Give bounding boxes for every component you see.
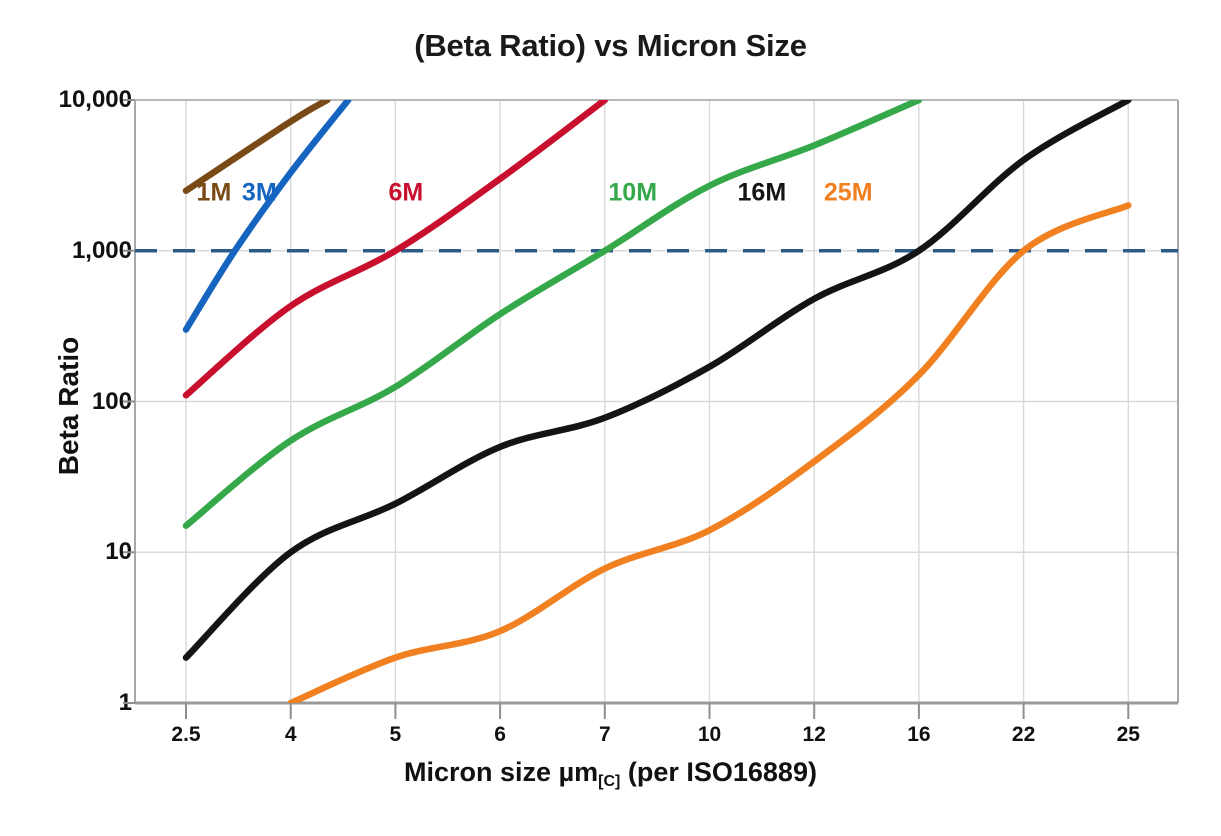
- y-axis-tick-10000: 10,000: [58, 86, 132, 113]
- series-label-25M: 25M: [823, 178, 873, 207]
- chart-title: (Beta Ratio) vs Micron Size: [414, 28, 807, 63]
- y-axis-tick-1000: 1,000: [71, 236, 132, 264]
- x-axis-title-suffix: (per ISO16889): [620, 757, 817, 787]
- x-axis-tick-7: 7: [598, 723, 611, 746]
- x-axis-title-prefix: Micron size µm: [404, 757, 599, 787]
- series-line-1M: [182, 100, 331, 195]
- series-label-3M: 3M: [241, 178, 277, 207]
- x-axis-tick-25: 25: [1116, 723, 1140, 746]
- y-axis-tick-labels: 1 10 100 1,000 10,000: [0, 0, 132, 836]
- x-axis-tick-16: 16: [907, 723, 931, 746]
- x-axis-tick-5: 5: [389, 723, 402, 746]
- x-axis-tick-12: 12: [802, 723, 826, 746]
- series-line-10M: [182, 100, 923, 529]
- series-label-16M: 16M: [737, 178, 787, 207]
- series-line-6M: [182, 100, 609, 399]
- series-label-6M: 6M: [388, 178, 424, 207]
- x-axis-tick-10: 10: [697, 723, 722, 746]
- x-axis-title: Micron size µm[C] (per ISO16889): [0, 757, 1221, 791]
- x-axis-tick-2.5: 2.5: [171, 723, 201, 746]
- x-axis-tick-4: 4: [284, 723, 297, 746]
- series-label-1M: 1M: [196, 178, 232, 207]
- series-line-25M: [287, 202, 1132, 703]
- series-line-16M: [182, 100, 1132, 661]
- x-axis-title-subscript: [C]: [598, 773, 621, 790]
- x-axis-tick-6: 6: [494, 723, 506, 746]
- x-axis-tick-22: 22: [1011, 723, 1036, 746]
- series-line-3M: [182, 100, 352, 333]
- series-label-10M: 10M: [608, 178, 658, 207]
